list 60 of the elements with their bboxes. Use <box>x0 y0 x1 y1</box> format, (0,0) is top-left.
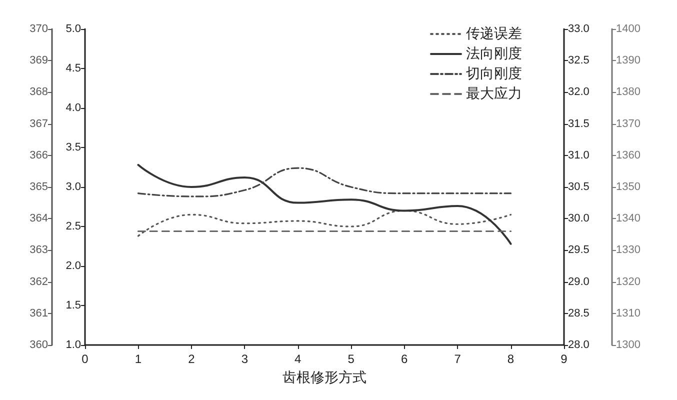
text: 369 <box>30 54 48 67</box>
text: 363 <box>30 244 48 256</box>
text: 370 <box>30 23 48 35</box>
x-tick-label: 1 <box>134 352 142 366</box>
y2-tick-label: 29.5 <box>568 244 590 256</box>
legend-label: 法向刚度 <box>466 46 522 62</box>
x-tick-label: 5 <box>348 352 355 366</box>
text: 367 <box>30 118 48 130</box>
y3-tick-label: 1370 <box>616 118 640 130</box>
x-tick-label: 2 <box>188 352 196 366</box>
y2-tick-label: 31.5 <box>568 118 590 130</box>
y3-tick-label: 1390 <box>616 54 640 67</box>
y3-tick-label: 1330 <box>616 244 640 256</box>
x-tick-label: 4 <box>294 352 302 366</box>
y2-tick-label: 28.5 <box>568 307 590 320</box>
y-tick-label: 4.5 <box>66 62 81 74</box>
text: 368 <box>30 86 48 98</box>
legend-label: 切向刚度 <box>466 66 522 82</box>
text: 362 <box>30 276 48 288</box>
y2-tick-label: 30.0 <box>568 212 590 225</box>
text: 361 <box>30 307 48 320</box>
text: 360 <box>30 339 48 351</box>
y2-tick-label: 28.0 <box>568 339 590 351</box>
y3-tick-label: 1320 <box>616 276 640 288</box>
y3-tick-label: 1300 <box>616 339 640 351</box>
y3-tick-label: 1360 <box>616 149 640 162</box>
y2-tick-label: 33.0 <box>568 23 590 35</box>
y2-tick-label: 32.0 <box>568 86 590 98</box>
y2-tick-label: 31.0 <box>568 149 590 162</box>
y2-tick-label: 29.0 <box>568 276 590 288</box>
y-tick-label: 3.5 <box>66 142 81 154</box>
x-tick-label: 6 <box>400 352 408 366</box>
line-series <box>137 164 512 245</box>
y2-tick-label: 30.5 <box>568 181 590 193</box>
legend-label: 传递误差 <box>466 26 522 42</box>
x-tick-label: 0 <box>82 352 89 366</box>
y-tick-label: 5.0 <box>66 23 81 35</box>
line-series <box>137 167 512 198</box>
x-tick-label: 7 <box>454 352 462 366</box>
text: 365 <box>30 181 48 193</box>
line-series <box>137 210 512 237</box>
y3-tick-label: 1350 <box>616 181 640 193</box>
text: 364 <box>30 212 48 225</box>
y3-tick-label: 1340 <box>616 212 640 225</box>
y3-tick-label: 1380 <box>616 86 640 98</box>
y2-tick-label: 32.5 <box>568 54 590 67</box>
y-tick-label: 1.5 <box>66 300 81 312</box>
text: 366 <box>30 149 48 162</box>
y-tick-label: 1.0 <box>66 339 81 351</box>
y-tick-label: 3.0 <box>66 181 81 193</box>
y-tick-label: 2.5 <box>66 220 81 232</box>
x-tick-label: 9 <box>560 352 568 366</box>
x-axis-title: 齿根修形方式 <box>282 370 366 386</box>
y-tick-label: 2.0 <box>66 260 81 272</box>
x-tick-label: 8 <box>507 352 514 366</box>
y3-tick-label: 1310 <box>616 307 640 320</box>
legend-label: 最大应力 <box>466 86 522 102</box>
x-tick-label: 3 <box>241 352 248 366</box>
y-tick-label: 4.0 <box>66 102 81 114</box>
y3-tick-label: 1400 <box>616 23 640 35</box>
